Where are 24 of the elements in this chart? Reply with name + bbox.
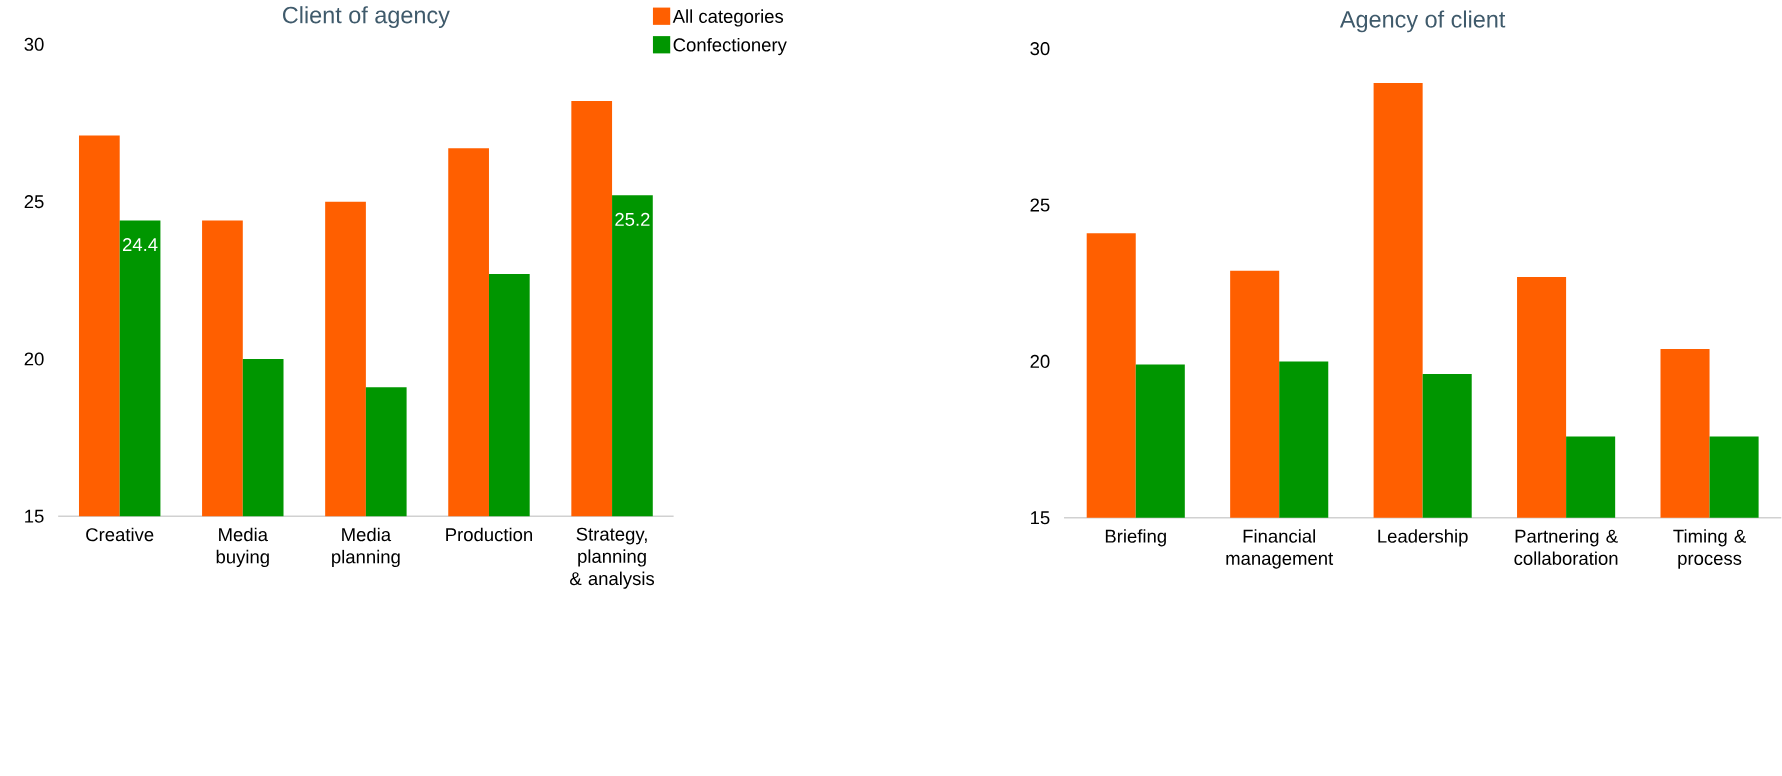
x-tick-label: Partnering & collaboration: [1514, 529, 1618, 566]
chart-title: Client of agency: [283, 6, 450, 29]
y-tick-label: 20: [24, 352, 44, 366]
x-tick-label: Strategy, planning & analysis: [570, 527, 655, 589]
y-tick-label: 20: [1030, 354, 1050, 369]
x-tick-label: Production: [446, 527, 533, 542]
data-label: 24.4: [122, 238, 158, 251]
x-tick-label: Financial management: [1226, 529, 1334, 569]
y-tick-label: 25: [1030, 198, 1050, 212]
x-tick-label: Timing & process: [1673, 529, 1746, 569]
x-tick-label: Briefing: [1105, 529, 1166, 547]
x-tick-label: Creative: [86, 527, 154, 542]
y-tick-label: 30: [24, 37, 44, 51]
chart-title: Agency of client: [1339, 10, 1506, 33]
data-label: 25.2: [615, 212, 650, 227]
y-tick-label: 25: [24, 195, 44, 209]
x-tick-label: Media planning: [332, 527, 400, 568]
legend-label: Confectionery: [673, 37, 787, 56]
x-tick-label: Media buying: [216, 527, 269, 568]
x-tick-label: Leadership: [1378, 529, 1468, 547]
y-tick-label: 15: [25, 509, 44, 523]
y-tick-label: 30: [1030, 42, 1050, 56]
y-tick-label: 15: [1031, 511, 1050, 525]
legend-label: All categories: [672, 9, 784, 27]
